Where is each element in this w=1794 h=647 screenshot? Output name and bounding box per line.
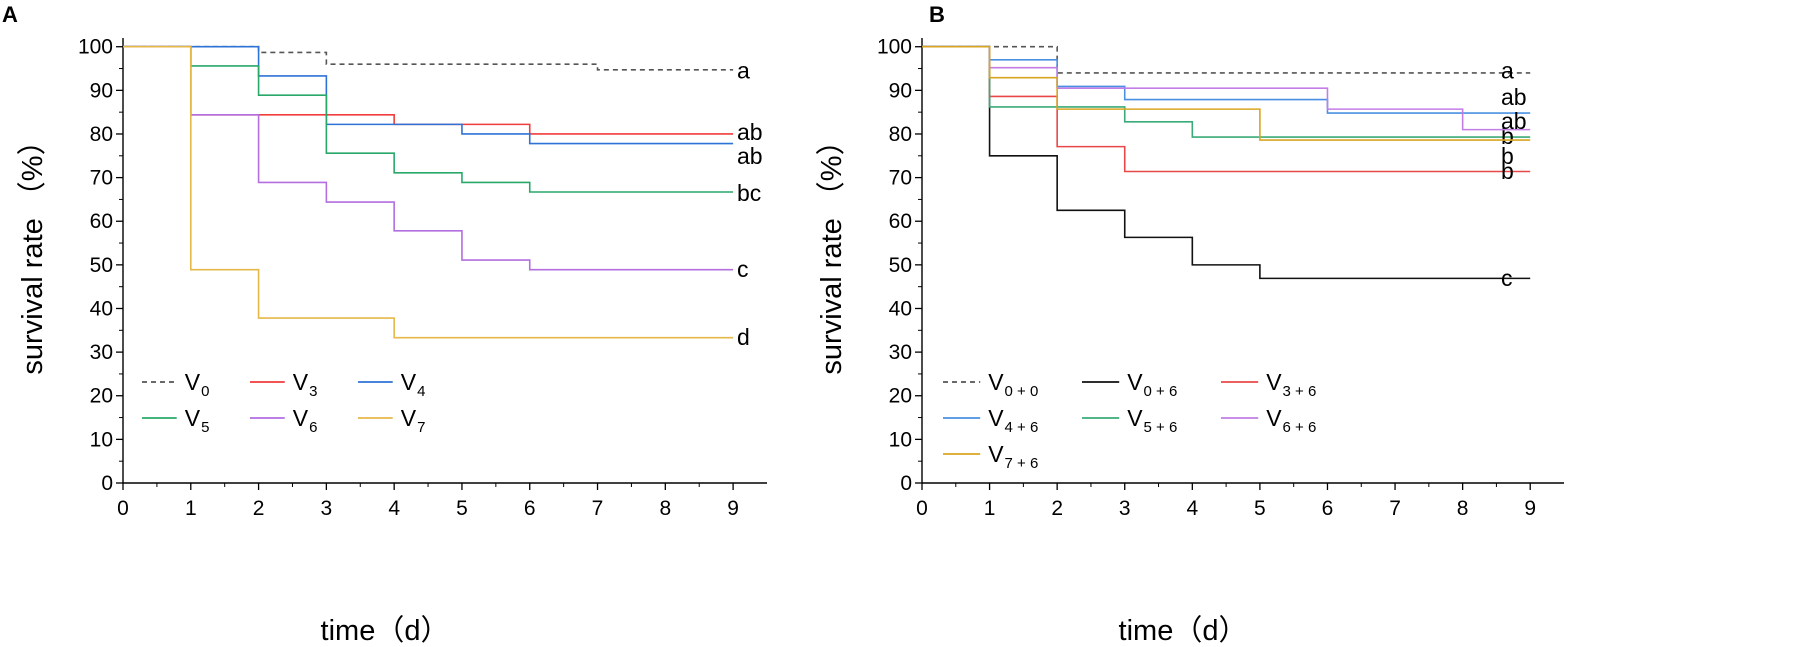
legend-entry: V5 xyxy=(185,405,210,436)
chart-a: 0 1 2 3 4 5 6 7 8 90102030405060708090100time（d）s… xyxy=(17,36,767,647)
x-tick-label: 2 xyxy=(1051,497,1063,520)
legend-entry: V0 + 0 xyxy=(988,369,1038,400)
significance-label: ab xyxy=(1501,108,1527,134)
significance-label: a xyxy=(737,58,750,84)
significance-label: ab xyxy=(1501,84,1527,110)
legend-entry: V7 + 6 xyxy=(988,441,1038,472)
y-tick-label: 10 xyxy=(889,428,912,451)
y-tick-label: 60 xyxy=(90,210,113,233)
y-tick-label: 100 xyxy=(877,36,912,59)
x-tick-label: 2 xyxy=(253,497,265,520)
significance-label: d xyxy=(737,324,750,350)
series-line-4+6 xyxy=(922,45,1531,114)
y-tick-label: 100 xyxy=(78,36,113,59)
y-tick-label: 90 xyxy=(889,79,912,102)
y-tick-label: 70 xyxy=(90,167,113,190)
y-tick-label: 40 xyxy=(889,297,912,320)
legend-entry: V0 + 6 xyxy=(1127,369,1177,400)
x-tick-label: 8 xyxy=(659,497,671,520)
y-tick-label: 50 xyxy=(90,254,113,277)
y-tick-label: 0 xyxy=(101,472,113,495)
legend-entry: V6 + 6 xyxy=(1266,405,1316,436)
y-tick-label: 10 xyxy=(90,428,113,451)
y-tick-label: 50 xyxy=(889,254,912,277)
x-tick-label: 0 xyxy=(117,497,129,520)
x-tick-label: 4 xyxy=(388,497,400,520)
significance-label: c xyxy=(1501,265,1513,291)
series-line-6 xyxy=(123,45,734,271)
y-tick-label: 30 xyxy=(889,341,912,364)
x-tick-label: 5 xyxy=(456,497,468,520)
legend-entry: V6 xyxy=(293,405,318,436)
x-tick-label: 7 xyxy=(592,497,604,520)
legend-entry: V4 + 6 xyxy=(988,405,1038,436)
x-axis-label: time（d） xyxy=(1119,615,1248,647)
panel-a: A 0 1 2 3 4 5 6 7 8 9 0 10 20 30 40 50 60 70 80 90 100 time（d… xyxy=(2,2,767,647)
y-tick-label: 70 xyxy=(889,167,912,190)
y-tick-label: 80 xyxy=(889,123,912,146)
series-line-7 xyxy=(123,45,734,339)
panel-label-b: B xyxy=(929,2,945,27)
x-tick-label: 3 xyxy=(321,497,333,520)
x-axis-label: time（d） xyxy=(321,615,450,647)
series-line-4 xyxy=(123,45,734,145)
x-tick-label: 9 xyxy=(727,497,739,520)
legend-entry: V4 xyxy=(401,369,426,400)
legend-entry: V3 + 6 xyxy=(1266,369,1316,400)
y-tick-label: 20 xyxy=(90,385,113,408)
y-tick-label: 90 xyxy=(90,79,113,102)
significance-label: a xyxy=(1501,58,1514,84)
significance-label: c xyxy=(737,256,749,282)
panel-label-a: A xyxy=(2,2,18,27)
series-line-5 xyxy=(123,45,734,193)
x-tick-label: 3 xyxy=(1119,497,1131,520)
x-tick-label: 4 xyxy=(1186,497,1198,520)
y-tick-label: 20 xyxy=(889,385,912,408)
y-axis-label: survival rate （%） xyxy=(17,126,49,374)
x-tick-label: 0 xyxy=(916,497,928,520)
legend-entry: V0 xyxy=(185,369,210,400)
x-tick-label: 1 xyxy=(185,497,197,520)
x-tick-label: 1 xyxy=(984,497,996,520)
x-tick-label: 8 xyxy=(1457,497,1469,520)
y-tick-label: 60 xyxy=(889,210,912,233)
significance-label: ab xyxy=(737,143,763,169)
x-tick-label: 9 xyxy=(1524,497,1536,520)
x-tick-label: 5 xyxy=(1254,497,1266,520)
panel-b: B 0 1 2 3 4 5 6 7 8 9 0 10 20 30 40 50 60 70 80 90 100 time（d… xyxy=(816,0,1794,647)
chart-b: 0 1 2 3 4 5 6 7 8 90102030405060708090100time（d）s… xyxy=(816,36,1564,647)
series-line-3 xyxy=(123,45,734,135)
y-tick-label: 80 xyxy=(90,123,113,146)
significance-label: bc xyxy=(737,180,761,206)
x-tick-label: 6 xyxy=(1322,497,1334,520)
legend-entry: V3 xyxy=(293,369,318,400)
legend-entry: V7 xyxy=(401,405,426,436)
x-tick-label: 6 xyxy=(524,497,536,520)
legend-entry: V5 + 6 xyxy=(1127,405,1177,436)
significance-label: b xyxy=(1501,158,1514,184)
significance-label: b xyxy=(1501,143,1514,169)
y-tick-label: 0 xyxy=(900,472,912,495)
y-axis-label: survival rate （%） xyxy=(816,126,848,374)
y-tick-label: 40 xyxy=(90,297,113,320)
y-tick-label: 30 xyxy=(90,341,113,364)
series-line-7+6 xyxy=(922,45,1531,141)
series-line-0+6 xyxy=(922,45,1531,280)
significance-label: ab xyxy=(737,119,763,145)
x-tick-label: 7 xyxy=(1389,497,1401,520)
